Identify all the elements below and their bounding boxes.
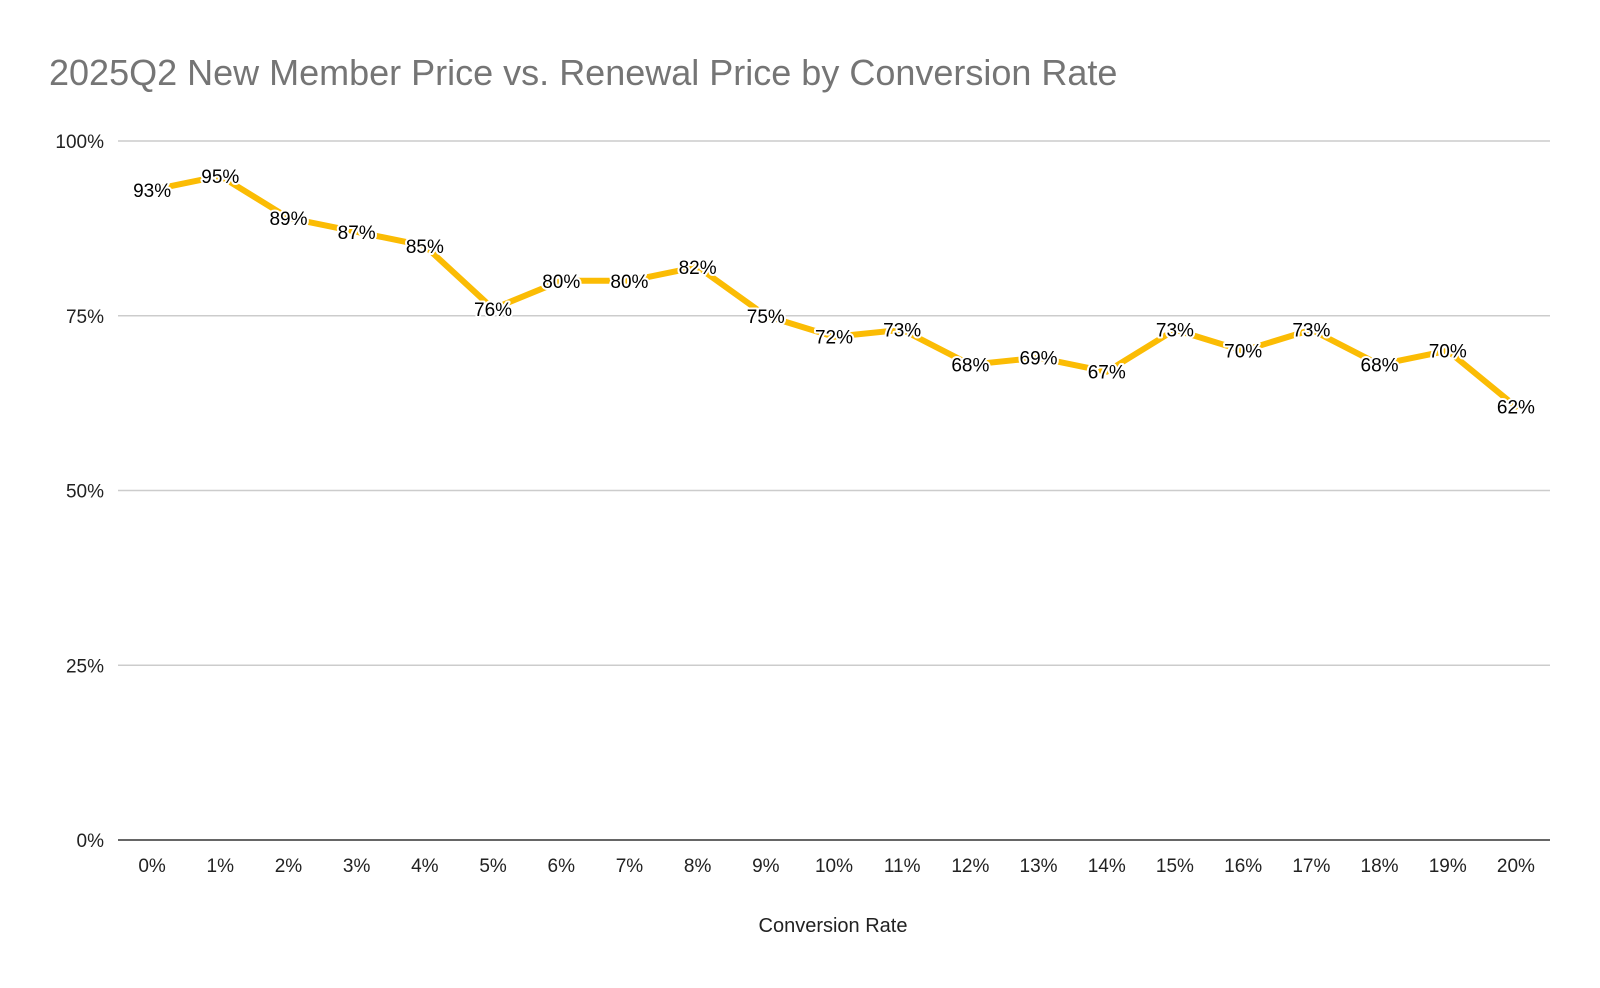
x-axis-title: Conversion Rate (759, 915, 908, 937)
gridlines (118, 140, 1550, 666)
data-label: 76% (474, 300, 512, 321)
series-line (149, 172, 1519, 410)
series-layer (149, 172, 1519, 410)
x-tick-label: 5% (479, 856, 507, 877)
x-tick-label: 11% (884, 856, 921, 877)
y-tick-label: 100% (55, 132, 104, 153)
data-label: 93% (133, 181, 171, 202)
data-label: 68% (1361, 356, 1399, 377)
x-tick-label: 13% (1020, 856, 1058, 877)
x-tick-label: 15% (1156, 856, 1194, 877)
data-label: 87% (338, 223, 376, 244)
x-tick-label: 12% (951, 856, 989, 877)
data-label: 85% (406, 237, 444, 258)
x-tick-label: 17% (1292, 856, 1330, 877)
data-label: 62% (1497, 398, 1535, 419)
data-label: 73% (1156, 321, 1194, 342)
data-label: 80% (542, 272, 580, 293)
y-tick-label: 50% (66, 482, 104, 503)
data-label: 73% (883, 321, 921, 342)
x-tick-label: 10% (815, 856, 853, 877)
x-tick-label: 1% (207, 856, 235, 877)
data-label: 70% (1224, 342, 1262, 363)
x-tick-label: 7% (616, 856, 644, 877)
x-tick-label: 0% (138, 856, 166, 877)
data-labels: 93% 95% 89% 87% 85% 76% 80% 80% 82% 75% 72% 73% 68% 6… (131, 165, 1537, 421)
data-label: 68% (951, 356, 989, 377)
data-label: 72% (815, 328, 853, 349)
y-tick-label: 25% (66, 656, 104, 677)
data-label: 75% (747, 307, 785, 328)
x-tick-label: 4% (411, 856, 439, 877)
x-tick-label: 16% (1224, 856, 1262, 877)
y-tick-label: 75% (66, 307, 104, 328)
y-axis-ticks: 0% 25% 50% 75% 100% (55, 132, 104, 852)
x-tick-label: 14% (1088, 856, 1126, 877)
chart-title: 2025Q2 New Member Price vs. Renewal Pric… (49, 52, 1117, 93)
data-label: 95% (201, 167, 239, 188)
x-tick-label: 9% (752, 856, 780, 877)
data-label: 67% (1088, 363, 1126, 384)
x-tick-label: 6% (548, 856, 576, 877)
data-label: 82% (679, 258, 717, 279)
data-label: 69% (1020, 349, 1058, 370)
data-label: 89% (269, 209, 307, 230)
x-tick-label: 3% (343, 856, 371, 877)
x-tick-label: 20% (1497, 856, 1535, 877)
data-label: 80% (610, 272, 648, 293)
x-tick-label: 18% (1361, 856, 1399, 877)
x-axis-ticks: 0% 1% 2% 3% 4% 5% 6% 7% 8% 9% 10% 11% 12% 13% 14% 15% 16… (138, 856, 1535, 877)
y-tick-label: 0% (77, 831, 105, 852)
x-tick-label: 19% (1429, 856, 1467, 877)
x-tick-label: 2% (275, 856, 303, 877)
data-label: 73% (1292, 321, 1330, 342)
data-label: 70% (1429, 342, 1467, 363)
x-tick-label: 8% (684, 856, 712, 877)
